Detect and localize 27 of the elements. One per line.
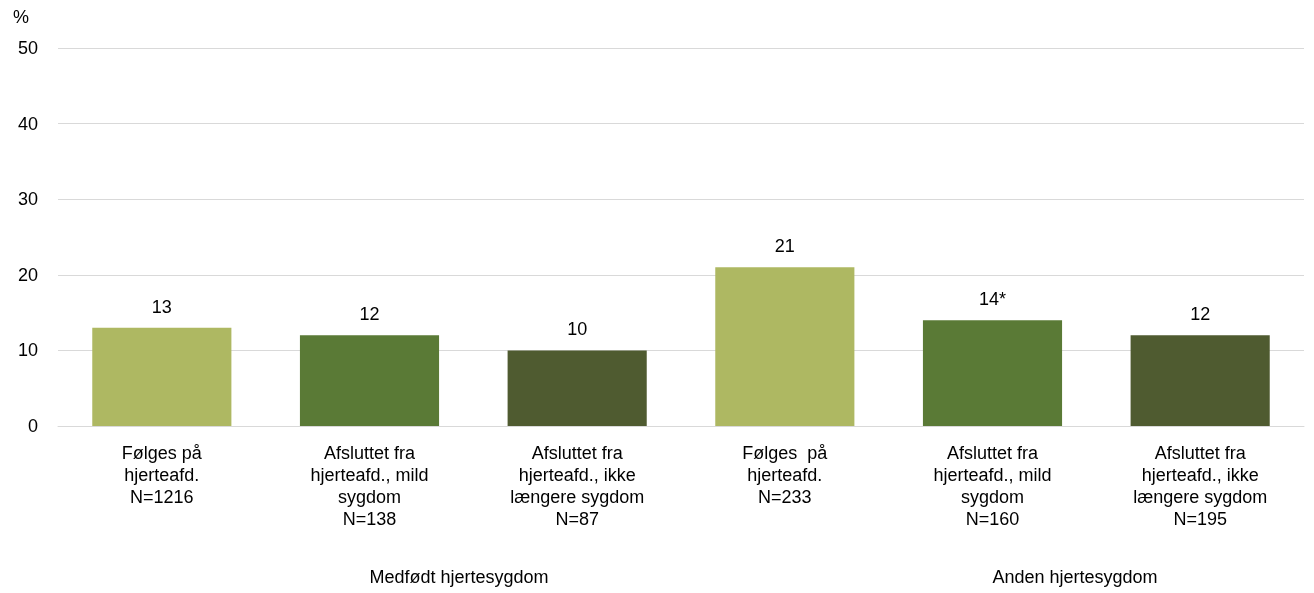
bar: [922, 320, 1063, 426]
y-tick-label: 40: [17, 113, 38, 134]
y-tick-label: 50: [17, 38, 38, 58]
y-tick-label: 0: [27, 416, 38, 436]
bar: [299, 335, 440, 426]
bar: [1130, 335, 1270, 426]
data-label: 10: [567, 319, 588, 340]
y-tick-label: 30: [17, 189, 38, 210]
text: Anden hjertesygdom: [992, 567, 1158, 587]
x-tick-label: Følges på hjerteafd. N=233: [742, 443, 829, 507]
x-tick-label: Følges på hjerteafd. N=1216: [121, 443, 203, 507]
x-tick-label: Afsluttet fra hjerteafd., mild sygdom N=160: [933, 443, 1052, 529]
data-label: 13: [151, 296, 172, 317]
data-label: 12: [359, 304, 380, 325]
x-tick-label: Afsluttet fra hjerteafd., ikke længere sygdom N=195: [1133, 443, 1268, 529]
data-label: 12: [1190, 304, 1211, 325]
bar: [92, 327, 232, 426]
bar: [715, 267, 855, 426]
x-tick-label: Afsluttet fra hjerteafd., mild sygdom N=138: [310, 443, 429, 529]
y-tick-label: 10: [17, 340, 38, 361]
data-label: 21: [774, 236, 795, 257]
text: Medfødt hjertesygdom: [369, 567, 549, 587]
y-axis-title: %: [13, 7, 30, 27]
x-tick-label: Afsluttet fra hjerteafd., ikke længere sygdom N=87: [510, 443, 645, 529]
data-label: 14*: [978, 289, 1007, 310]
y-tick-label: 20: [17, 264, 38, 285]
bar: [507, 350, 647, 426]
